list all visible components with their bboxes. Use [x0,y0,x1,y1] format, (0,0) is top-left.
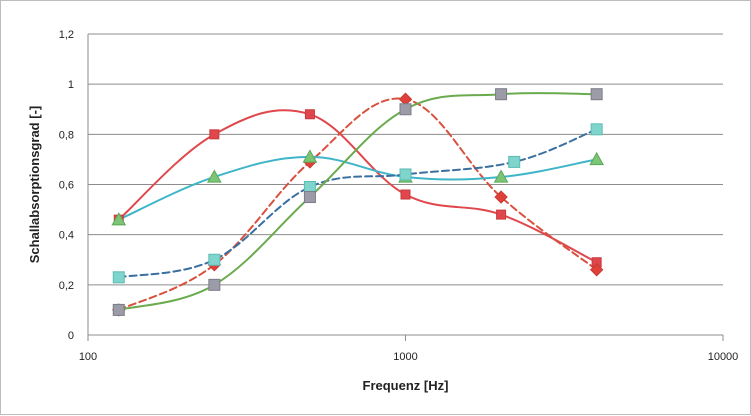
x-tick-label: 1000 [393,351,417,363]
series-5-square-marker [399,103,412,116]
series-1-square-marker [400,189,411,200]
x-tick-label: 10000 [708,351,739,363]
series-5-square-marker [495,88,508,101]
series-2-diamond-marker [589,263,604,277]
series-line-3 [117,155,598,221]
series-5-square-marker [112,303,125,316]
series-line-5 [117,92,598,311]
y-tick-label: 1,2 [59,29,74,41]
series-3-triangle-marker [206,169,222,183]
series-1-square-marker [304,109,315,120]
series-lines [117,92,598,311]
series-4-square-marker [590,123,603,136]
series-3-triangle-marker [589,151,605,166]
series-4-square-marker [112,271,125,284]
series-5-square-marker [590,88,603,101]
tick-labels: 0 0,2 0,4 0,6 0,8 1 1,2 100 1000 10000 [59,29,739,363]
series-1-square-marker [209,129,220,140]
y-axis-title: Schallabsorptionsgrad [-] [27,106,42,263]
grid-layer [88,33,723,286]
series-5-square-marker [303,191,316,204]
y-tick-label: 1 [68,79,74,91]
series-4-square-marker [508,155,521,168]
axes-layer [87,34,724,341]
series-3-triangle-marker [302,149,318,163]
series-markers [111,88,605,317]
y-tick-label: 0,4 [59,230,74,242]
y-tick-label: 0,8 [59,129,74,141]
y-tick-label: 0,6 [59,180,74,192]
series-4-square-marker [303,181,316,194]
series-3-triangle-marker [111,212,127,226]
y-tick-label: 0 [68,330,74,342]
x-axis-title: Frequenz [Hz] [363,378,449,393]
x-tick-label: 100 [79,351,97,363]
series-1-square-marker [496,209,507,220]
series-4-square-marker [208,253,221,266]
series-line-1 [117,109,598,264]
series-2-diamond-marker [494,190,508,204]
series-4-square-marker [399,168,412,181]
series-line-2 [117,97,598,311]
y-tick-label: 0,2 [59,280,74,292]
series-3-triangle-marker [493,169,509,183]
series-5-square-marker [208,278,221,291]
